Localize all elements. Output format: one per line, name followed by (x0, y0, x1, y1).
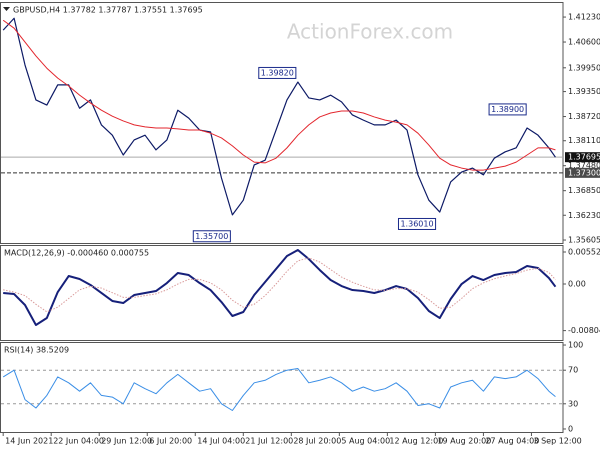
y-tick-label: 1.38720 (568, 112, 600, 121)
y-tick-label: 30 (568, 399, 578, 408)
panel (3, 248, 557, 326)
y-tick-label: 1.35605 (568, 236, 600, 245)
series-line (3, 248, 557, 326)
level-label: 1.37300 (568, 168, 600, 177)
panel-frame (0, 2, 564, 244)
menu-triangle[interactable] (3, 7, 10, 11)
panel-frame (0, 342, 564, 433)
y-tick-label: 1.39350 (568, 87, 600, 96)
panel-title: MACD(12,26,9) -0.000460 0.000755 (4, 249, 149, 258)
y-tick-label: 1.37480 (568, 161, 600, 170)
current-price-tag (565, 152, 600, 163)
panel-title: GBPUSD,H4 1.37782 1.37787 1.37551 1.3769… (13, 6, 203, 15)
x-tick-label: 6 Jul 20:00 (149, 437, 192, 446)
x-tick-label: 27 Aug 04:00 (485, 437, 539, 446)
y-tick-label: 0 (568, 424, 573, 433)
y-tick-label: 70 (568, 366, 578, 375)
series-line (2, 19, 556, 171)
y-tick-label: 1.36230 (568, 211, 600, 220)
y-tick-label: 1.41230 (568, 13, 600, 22)
y-tick-label: 1.36850 (568, 186, 600, 195)
annotation-box (258, 66, 297, 79)
x-tick-label: 28 Jul 20:00 (293, 437, 341, 446)
annotation-label: 1.39820 (261, 68, 294, 77)
x-tick-label: 14 Jun 2021 (5, 437, 53, 446)
annotation-box (397, 217, 437, 230)
x-tick-label: 29 Jun 12:00 (101, 437, 152, 446)
watermark: ActionForex.com (287, 20, 453, 44)
x-tick-label: 22 Jun 04:00 (53, 437, 104, 446)
x-tick-label: 3 Sep 12:00 (533, 437, 581, 446)
current-price-label: 1.37695 (568, 153, 600, 162)
annotation-box (488, 103, 527, 116)
y-tick-label: 1.40600 (568, 38, 600, 47)
panel-frame (0, 245, 564, 341)
y-tick-label: 1.38110 (568, 136, 600, 145)
panel-title: RSI(14) 38.5209 (4, 346, 69, 355)
x-tick-label: 19 Aug 20:00 (437, 437, 491, 446)
y-tick-label: -0.00804 (568, 326, 600, 335)
annotation-label: 1.36010 (400, 219, 433, 228)
y-tick-label: 0.00552 (568, 248, 600, 257)
x-tick-label: 5 Aug 04:00 (341, 437, 390, 446)
series-line (2, 17, 556, 216)
series-line (2, 368, 556, 412)
annotation-label: 1.35700 (195, 232, 228, 241)
x-tick-label: 14 Jul 04:00 (197, 437, 245, 446)
panel (1, 368, 563, 412)
annotation-label: 1.38900 (491, 105, 524, 114)
y-tick-label: 1.39950 (568, 63, 600, 72)
x-tick-label: 12 Aug 12:00 (389, 437, 443, 446)
level-tag (565, 167, 600, 178)
annotation-box (192, 230, 231, 243)
x-tick-label: 21 Jul 12:00 (245, 437, 293, 446)
panel: ActionForex.com (1, 17, 563, 216)
y-tick-label: 100 (568, 341, 583, 350)
y-tick-label: 0.00 (568, 280, 586, 289)
